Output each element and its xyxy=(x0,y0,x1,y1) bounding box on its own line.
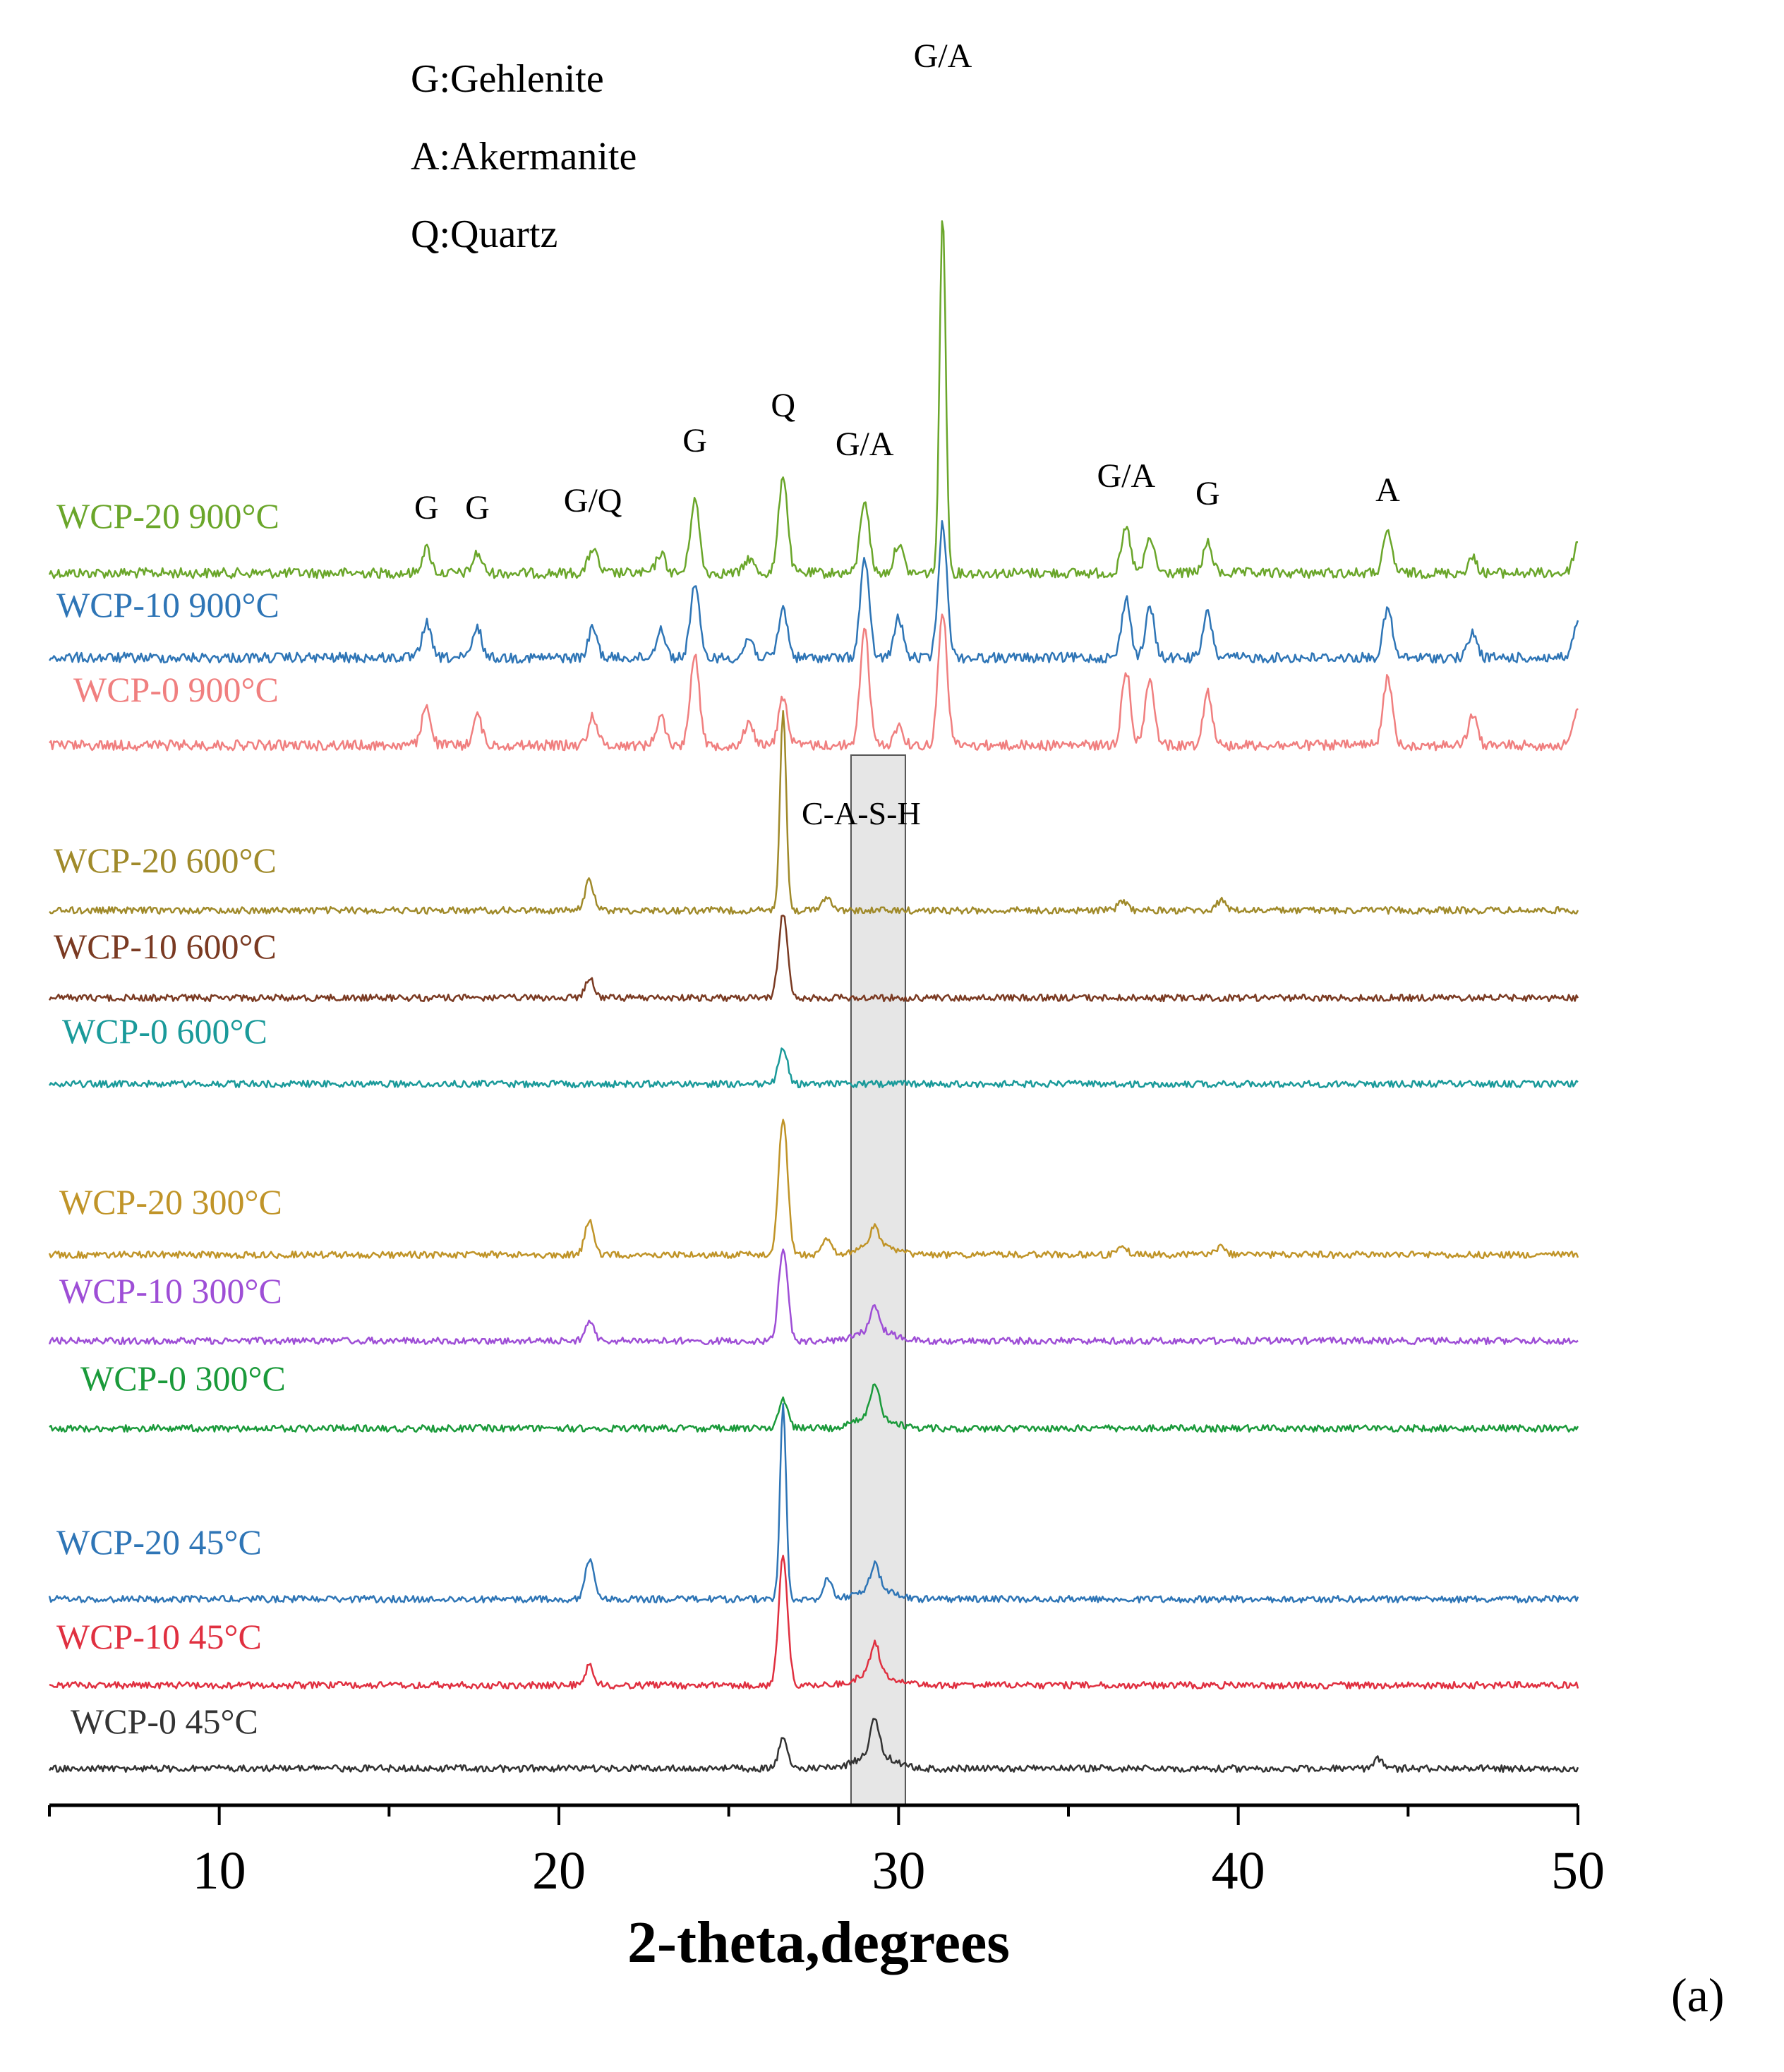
cash-label: C-A-S-H xyxy=(802,795,921,831)
series-line-10 xyxy=(48,1403,1579,1604)
series-line-12 xyxy=(48,1718,1579,1773)
legend-akermanite: A:Akermanite xyxy=(411,135,637,179)
series-label-4: WCP-20 600°C xyxy=(54,841,277,880)
x-axis: 10 20 30 40 50 xyxy=(48,1803,1605,1901)
peak-label-9: G xyxy=(1195,475,1220,512)
series-label-3: WCP-0 900°C xyxy=(73,670,279,709)
x-axis-title: 2-theta,degrees xyxy=(627,1910,1010,1975)
peak-label-1: G xyxy=(414,489,439,526)
series-line-7 xyxy=(48,1119,1579,1260)
peak-label-6: G/A xyxy=(836,426,894,463)
series-label-7: WCP-20 300°C xyxy=(59,1182,282,1222)
series-label-9: WCP-0 300°C xyxy=(80,1359,286,1398)
peak-label-3: G/Q xyxy=(564,482,622,519)
series-line-4 xyxy=(49,709,1579,915)
peak-label-10: A xyxy=(1375,471,1400,509)
series-label-5: WCP-10 600°C xyxy=(54,927,277,966)
x-tick-label-40: 40 xyxy=(1212,1841,1265,1901)
series-line-6 xyxy=(48,1047,1579,1089)
series-label-10: WCP-20 45°C xyxy=(56,1522,262,1562)
legend-gehlenite: G:Gehlenite xyxy=(411,57,604,101)
x-tick-label-30: 30 xyxy=(872,1841,925,1901)
x-tick-label-20: 20 xyxy=(532,1841,586,1901)
series-label-2: WCP-10 900°C xyxy=(56,585,279,625)
peak-label-8: G/A xyxy=(1097,457,1155,495)
series-label-8: WCP-10 300°C xyxy=(59,1271,282,1311)
legend-quartz: Q:Quartz xyxy=(411,212,558,256)
series-line-2 xyxy=(48,519,1579,664)
phase-legend: G:Gehlenite A:Akermanite Q:Quartz xyxy=(411,57,637,256)
peak-label-5: Q xyxy=(771,387,795,424)
series-line-11 xyxy=(49,1555,1579,1690)
series-label-12: WCP-0 45°C xyxy=(71,1701,258,1741)
series-label-1: WCP-20 900°C xyxy=(56,496,279,536)
x-tick-label-50: 50 xyxy=(1551,1841,1605,1901)
series-line-9 xyxy=(49,1383,1579,1433)
cash-highlight-band xyxy=(850,754,906,1806)
panel-label: (a) xyxy=(1671,1968,1724,2022)
series-line-1 xyxy=(48,220,1578,579)
peak-label-2: G xyxy=(465,489,490,526)
peak-label-7: G/A xyxy=(914,37,972,75)
series-line-5 xyxy=(48,914,1579,1003)
series-label-6: WCP-0 600°C xyxy=(62,1011,267,1051)
series-line-8 xyxy=(48,1248,1579,1346)
x-tick-label-10: 10 xyxy=(193,1841,246,1901)
series-layer xyxy=(48,220,1579,1773)
series-line-3 xyxy=(49,613,1579,752)
series-label-layer: WCP-20 900°C WCP-10 900°C WCP-0 900°C WCP-2… xyxy=(54,496,286,1741)
peak-label-4: G xyxy=(682,422,707,459)
series-label-11: WCP-10 45°C xyxy=(56,1617,262,1656)
